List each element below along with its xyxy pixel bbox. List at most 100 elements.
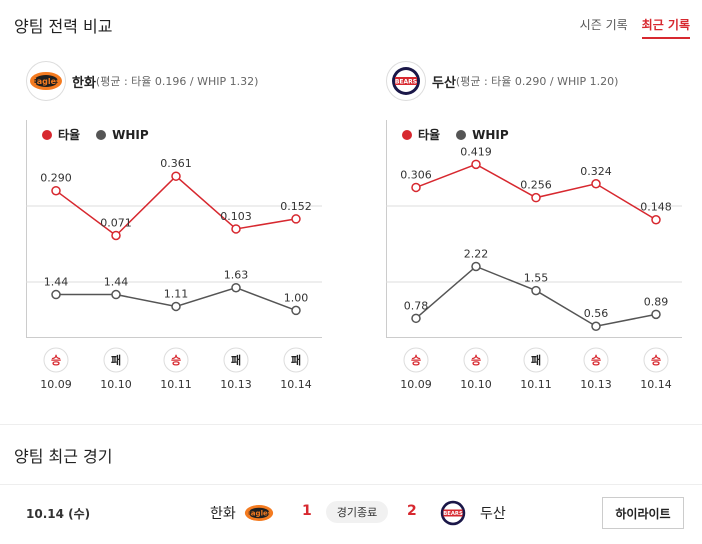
date-tick-label: 10.09 xyxy=(400,378,432,391)
avg-data-point xyxy=(591,179,601,189)
whip-dot-icon xyxy=(456,129,467,140)
comparison-header: 양팀 전력 비교 시즌 기록 최근 기록 xyxy=(0,0,702,48)
legend-label: WHIP xyxy=(112,127,149,142)
win-label: 승 xyxy=(591,354,601,367)
whip-data-point xyxy=(231,282,241,293)
date-tick-label: 10.13 xyxy=(580,378,612,391)
date-tick-label: 10.11 xyxy=(160,378,192,391)
tab-recent-record[interactable]: 최근 기록 xyxy=(641,16,690,39)
doosan-chart-panel: 타율 WHIP 0.306 0.419 0.256 0.324 0.148 0.78 2.2… xyxy=(386,120,682,396)
legend-item-avg: 타율 xyxy=(42,126,80,143)
svg-text:BEARS: BEARS xyxy=(395,79,417,86)
highlight-button[interactable]: 하이라이트 xyxy=(602,497,684,529)
whip-data-point xyxy=(411,313,421,324)
team-header-hanwha: Eagles 한화 (평균 : 타율 0.196 / WHIP 1.32) xyxy=(26,60,258,102)
date-tick-label: 10.10 xyxy=(100,378,132,391)
whip-data-label: 1.63 xyxy=(224,269,249,282)
eagles-logo: Eagles xyxy=(26,61,66,101)
result-badge xyxy=(43,347,69,373)
whip-data-point xyxy=(471,261,481,272)
date-tick-label: 10.09 xyxy=(40,378,72,391)
legend-label: WHIP xyxy=(472,127,509,142)
avg-data-point xyxy=(471,159,481,170)
avg-data-label: 0.148 xyxy=(640,201,672,214)
team-header-doosan: BEARS 두산 (평균 : 타율 0.290 / WHIP 1.20) xyxy=(386,60,618,102)
team-name: 한화 xyxy=(72,75,96,91)
svg-text:Eagles: Eagles xyxy=(246,509,272,518)
result-badge xyxy=(103,347,129,373)
loss-label: 패 xyxy=(231,353,241,367)
result-badge xyxy=(463,347,489,373)
whip-data-point xyxy=(51,289,61,300)
whip-data-point xyxy=(531,285,541,296)
avg-data-point xyxy=(651,214,661,225)
whip-data-point xyxy=(291,305,301,316)
avg-data-label: 0.256 xyxy=(520,179,552,192)
eagles-logo: Eagles xyxy=(244,499,274,527)
whip-data-label: 1.11 xyxy=(164,287,189,300)
line-chart: 0.290 0.071 0.361 0.103 0.152 1.44 1.44 1.11 1.6… xyxy=(26,157,322,391)
loss-label: 패 xyxy=(291,353,301,367)
away-team-name: 두산 xyxy=(480,506,506,522)
avg-data-label: 0.071 xyxy=(100,216,132,229)
avg-data-point xyxy=(51,185,61,196)
avg-dot-icon xyxy=(402,129,412,140)
avg-dot-icon xyxy=(42,129,52,140)
recent-game-row: 10.14 (수) 한화 Eagles 1 경기종료 2 BEARS 두산 하이… xyxy=(0,484,702,544)
win-label: 승 xyxy=(171,354,181,367)
result-badge xyxy=(283,347,309,373)
recent-games-section: 양팀 최근 경기 xyxy=(0,424,702,466)
whip-data-point xyxy=(171,301,181,312)
avg-data-point xyxy=(231,224,241,234)
game-date: 10.14 (수) xyxy=(26,507,91,521)
legend-item-avg: 타율 xyxy=(402,126,440,143)
date-tick-label: 10.11 xyxy=(520,378,552,391)
date-tick-label: 10.13 xyxy=(220,378,252,391)
tab-season-record[interactable]: 시즌 기록 xyxy=(579,18,628,32)
team-average: (평균 : 타율 0.290 / WHIP 1.20) xyxy=(455,75,619,88)
date-tick-label: 10.14 xyxy=(640,378,672,391)
bears-logo: BEARS xyxy=(438,499,468,527)
whip-data-point xyxy=(651,309,661,320)
whip-data-label: 1.44 xyxy=(44,276,69,289)
avg-data-point xyxy=(291,214,301,224)
home-team-name: 한화 xyxy=(210,506,236,522)
win-label: 승 xyxy=(51,354,61,367)
whip-data-label: 0.56 xyxy=(584,307,609,320)
svg-text:Eagles: Eagles xyxy=(31,77,61,86)
avg-data-label: 0.306 xyxy=(400,168,432,181)
legend-item-whip: WHIP xyxy=(456,126,509,143)
hanwha-chart-panel: 타율 WHIP 0.290 0.071 0.361 0.103 0.152 1.44 1.4… xyxy=(26,120,322,396)
whip-data-label: 2.22 xyxy=(464,247,489,260)
whip-data-point xyxy=(111,289,121,300)
chart-legend: 타율 WHIP xyxy=(402,126,509,143)
section-title: 양팀 최근 경기 xyxy=(14,447,113,466)
whip-dot-icon xyxy=(96,129,107,140)
result-badge xyxy=(403,347,429,373)
home-score: 1 xyxy=(302,503,312,519)
game-status-badge: 경기종료 xyxy=(326,501,388,523)
avg-data-label: 0.152 xyxy=(280,200,312,213)
whip-data-label: 0.78 xyxy=(404,299,429,312)
whip-data-point xyxy=(591,321,601,331)
result-badge xyxy=(223,347,249,373)
whip-data-label: 1.00 xyxy=(284,291,309,304)
win-label: 승 xyxy=(411,354,421,367)
avg-series-line xyxy=(415,163,657,221)
win-label: 승 xyxy=(651,354,661,367)
line-chart: 0.306 0.419 0.256 0.324 0.148 0.78 2.22 1.55 0.5… xyxy=(386,145,682,391)
bears-logo: BEARS xyxy=(386,61,426,101)
avg-data-label: 0.103 xyxy=(220,210,252,223)
avg-data-point xyxy=(111,230,121,241)
team-name: 두산 xyxy=(432,75,456,91)
avg-data-label: 0.361 xyxy=(160,157,192,170)
page-title: 양팀 전력 비교 xyxy=(14,17,113,36)
avg-data-point xyxy=(171,171,181,181)
legend-item-whip: WHIP xyxy=(96,126,149,143)
date-tick-label: 10.10 xyxy=(460,378,492,391)
loss-label: 패 xyxy=(111,353,121,367)
chart-frame xyxy=(386,120,682,338)
win-label: 승 xyxy=(471,354,481,367)
avg-data-point xyxy=(531,192,541,203)
date-tick-label: 10.14 xyxy=(280,378,312,391)
